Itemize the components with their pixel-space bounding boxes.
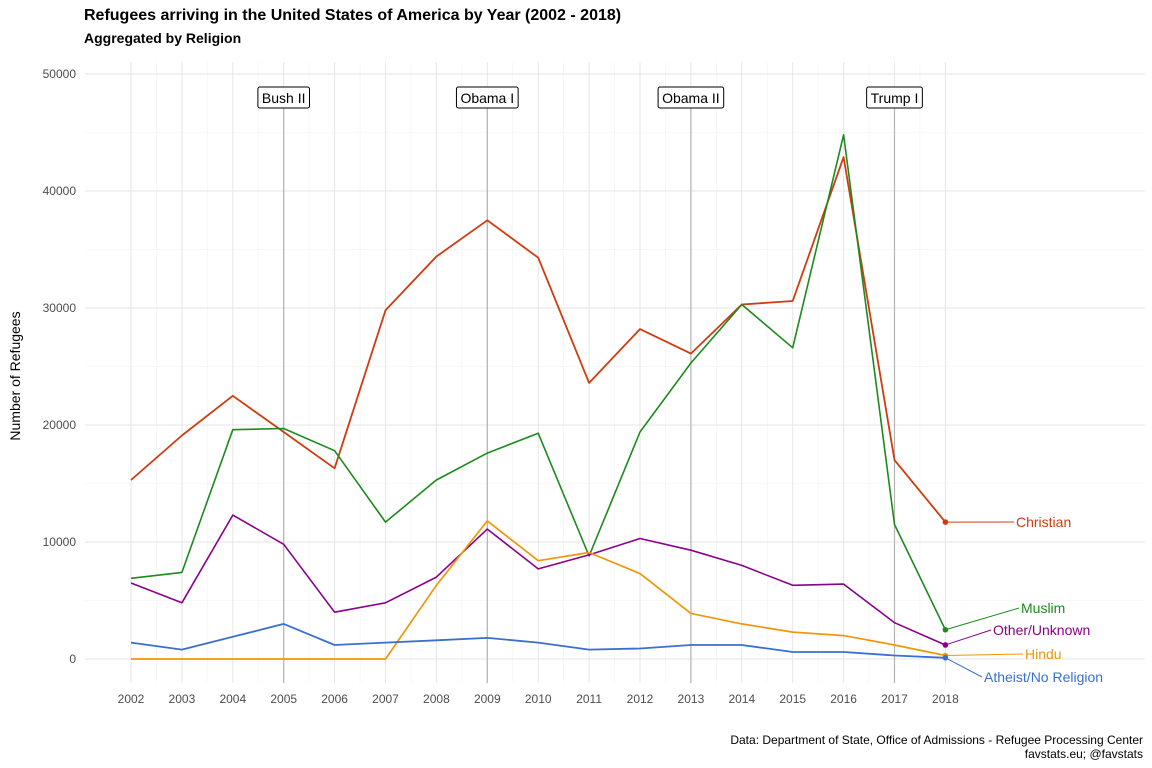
y-tick-label: 50000 [43,67,77,81]
presidency-label: Obama I [460,90,514,106]
series-line [130,514,946,646]
label-connector [945,657,983,678]
end-point [942,642,949,648]
series-end-label: Hindu [1025,646,1062,662]
y-tick-label: 30000 [43,301,77,315]
series-line [131,520,946,660]
x-tick-label: 2010 [525,692,552,706]
y-axis-label: Number of Refugees [7,311,23,440]
x-tick-label: 2007 [372,692,399,706]
series-end-label: Christian [1016,514,1071,530]
presidency-annotation: Trump I [866,86,923,109]
x-tick-label: 2002 [118,692,145,706]
x-tick-label: 2003 [169,692,196,706]
x-tick-label: 2015 [779,692,806,706]
label-connector [945,653,1024,656]
presidency-annotation: Obama II [657,86,725,109]
x-tick-label: 2017 [881,692,908,706]
series-end-label: Atheist/No Religion [984,669,1103,685]
chart-subtitle: Aggregated by Religion [84,30,242,46]
x-tick-label: 2005 [270,692,297,706]
presidency-label-box [455,86,519,109]
presidency-label-box [866,86,923,109]
series-line [130,156,947,523]
x-tick-label: 2013 [678,692,705,706]
label-connector [945,607,1020,631]
y-tick-label: 20000 [43,418,77,432]
y-tick-label: 40000 [43,184,77,198]
series-line [130,134,947,631]
y-tick-label: 10000 [43,535,77,549]
y-tick-label: 0 [69,652,76,666]
x-tick-label: 2014 [728,692,755,706]
presidency-label-box [657,86,725,109]
series-line [130,623,946,659]
label-connector [945,629,992,646]
series-end-label: Other/Unknown [993,622,1090,638]
x-tick-label: 2006 [321,692,348,706]
presidency-label-box [257,86,310,109]
presidency-label: Trump I [871,90,919,106]
end-point [942,519,949,525]
end-point [942,655,949,661]
author-caption: favstats.eu; @favstats [1024,747,1143,761]
series-end-label: Muslim [1021,600,1065,616]
x-tick-label: 2012 [627,692,654,706]
x-tick-label: 2008 [423,692,450,706]
x-tick-label: 2004 [219,692,246,706]
x-tick-label: 2018 [932,692,959,706]
presidency-label: Bush II [262,90,306,106]
presidency-label: Obama II [662,90,720,106]
x-tick-label: 2011 [576,692,602,706]
presidency-annotation: Bush II [257,86,310,109]
chart-title: Refugees arriving in the United States o… [84,7,622,24]
presidency-annotation: Obama I [455,86,519,109]
x-tick-label: 2009 [474,692,501,706]
source-caption: Data: Department of State, Office of Adm… [730,733,1143,747]
x-tick-label: 2016 [830,692,857,706]
end-point [942,626,949,633]
